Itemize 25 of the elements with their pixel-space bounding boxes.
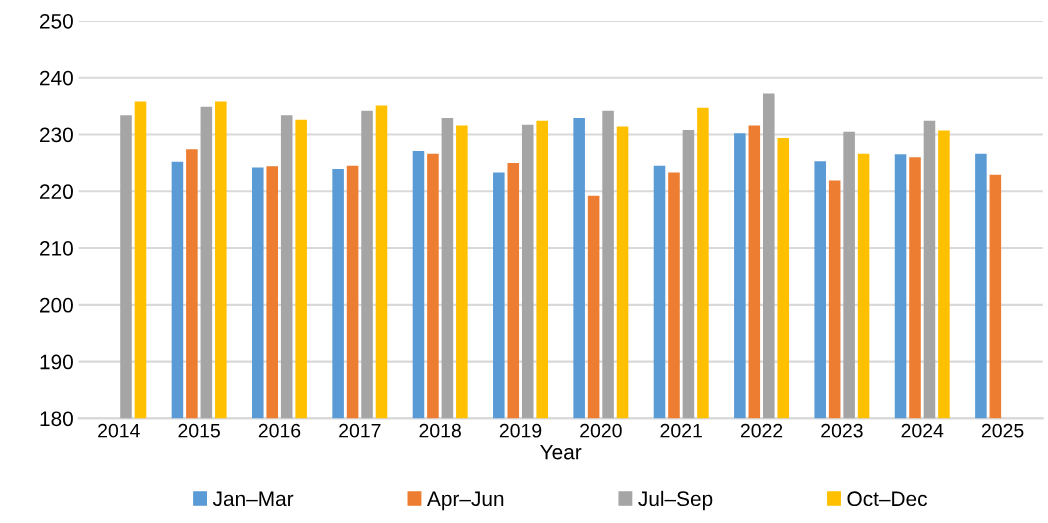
x-tick-label: 2024	[901, 423, 944, 438]
x-tick-label: 2015	[178, 423, 220, 438]
y-tick-label: 220	[40, 184, 73, 200]
x-tick-label: 2014	[98, 423, 140, 438]
legend-label: Jan–Mar	[212, 491, 294, 507]
x-tick-label: 2017	[339, 423, 381, 438]
legend-label: Jul–Sep	[638, 490, 713, 511]
x-tick-label: 2018	[419, 423, 461, 438]
y-tick-label: 200	[40, 297, 73, 313]
x-tick-label: 2019	[499, 423, 542, 438]
legend-label: Apr–Jun	[427, 491, 504, 511]
x-tick-label: 2016	[258, 423, 301, 438]
x-tick-label: 2025	[981, 423, 1024, 438]
y-tick-label: 190	[40, 354, 73, 370]
y-tick-label: 250	[40, 13, 73, 29]
legend-label: Oct–Dec	[847, 491, 927, 507]
y-tick-label: 240	[40, 70, 73, 86]
x-tick-label: 2021	[660, 423, 702, 438]
x-tick-label: 2022	[740, 423, 783, 438]
x-tick-label: 2023	[821, 423, 863, 438]
x-axis-title: Year	[540, 444, 582, 460]
x-tick-label: 2020	[580, 423, 622, 438]
y-tick-label: 230	[40, 127, 73, 143]
y-tick-label: 180	[40, 411, 73, 427]
y-tick-label: 210	[40, 241, 73, 256]
